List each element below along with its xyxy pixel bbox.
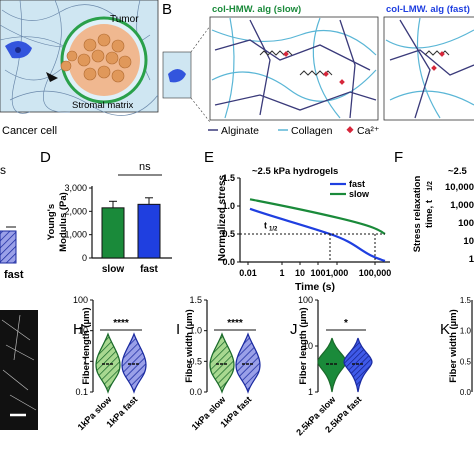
violin-ytick: 0.1 bbox=[75, 387, 88, 397]
legend-calcium: Ca²⁺ bbox=[357, 125, 380, 137]
violin-h-1 bbox=[121, 332, 147, 394]
f-ytick: 100 bbox=[458, 218, 474, 229]
panel-k-letter: K bbox=[440, 321, 450, 338]
e-ytick: 1.0 bbox=[222, 201, 235, 211]
e-ytick: 0.0 bbox=[222, 257, 235, 267]
svg-text:fast: fast bbox=[4, 269, 24, 281]
e-xtick: 100,000 bbox=[359, 268, 392, 278]
violin-j-0 bbox=[317, 337, 347, 393]
d-bar-slow bbox=[101, 207, 125, 259]
violin-ytick: 1.5 bbox=[189, 295, 202, 305]
panel-b-right-title: col-LMW. alg (fast) bbox=[386, 4, 470, 15]
k-ytick: 1.5 bbox=[460, 296, 472, 305]
svg-text:~2.5: ~2.5 bbox=[448, 166, 467, 177]
f-ytick: 10 bbox=[463, 236, 474, 247]
violin-ytick: 100 bbox=[73, 295, 88, 305]
svg-text:1/2: 1/2 bbox=[269, 227, 278, 233]
d-ytick: 1,000 bbox=[64, 230, 87, 240]
d-xtick: slow bbox=[102, 264, 124, 275]
e-ytick: 0.5 bbox=[222, 229, 235, 239]
violin-ytick: 10 bbox=[78, 326, 88, 336]
d-xtick: fast bbox=[140, 264, 158, 275]
k-ytick: 1.0 bbox=[460, 327, 472, 336]
e-xtick: 0.01 bbox=[239, 268, 257, 278]
e-ytick: 1.5 bbox=[222, 173, 235, 183]
f-ytick: 1 bbox=[469, 254, 474, 265]
violin-ytick: 10 bbox=[303, 341, 313, 351]
svg-text:Normalized stress: Normalized stress bbox=[217, 174, 228, 261]
panel-e: E ~2.5 kPa hydrogels Normalized stress T… bbox=[204, 149, 391, 293]
micrograph bbox=[0, 310, 38, 430]
tumor-label: Tumor bbox=[110, 14, 139, 25]
panel-i-letter: I bbox=[176, 321, 180, 338]
d-ytick: 2,000 bbox=[64, 206, 87, 216]
panel-d-letter: D bbox=[40, 149, 51, 166]
violin-ytick: 0.0 bbox=[189, 387, 202, 397]
violin-ytick: 0.5 bbox=[189, 356, 202, 366]
f-ytick: 1,000 bbox=[450, 200, 474, 211]
panel-c: s fast bbox=[0, 163, 24, 281]
e-xtick: 1 bbox=[279, 268, 284, 278]
panel-h-letter: H bbox=[73, 321, 84, 338]
f-ytick: 10,000 bbox=[445, 182, 474, 193]
panel-b-letter: B bbox=[162, 1, 172, 18]
panel-h-ylabel: Fiber length (µm) bbox=[81, 307, 92, 384]
panel-f: F ~2.5 Stress relaxation time, t 1/2 10,… bbox=[394, 149, 474, 265]
panel-c-ns: s bbox=[0, 163, 6, 177]
panel-k-ylabel: Fiber width (µm) bbox=[448, 309, 459, 383]
svg-text:Time (s): Time (s) bbox=[295, 281, 335, 293]
panel-j-ylabel: Fiber length (µm) bbox=[298, 307, 309, 384]
panel-a: Tumor Stromal matrix bbox=[0, 0, 159, 116]
violin-ytick: 100 bbox=[298, 295, 313, 305]
k-ytick: 0.0 bbox=[460, 388, 472, 397]
svg-text:Stress relaxation: Stress relaxation bbox=[412, 176, 423, 253]
e-xtick: 1,000 bbox=[326, 268, 349, 278]
panel-j-letter: J bbox=[290, 321, 298, 338]
panel-b-left-title: col-HMW. alg (slow) bbox=[212, 4, 301, 15]
violin-ytick: 1 bbox=[83, 356, 88, 366]
sig-marker: * bbox=[344, 318, 348, 329]
d-ytick: 0 bbox=[82, 253, 87, 263]
arrowhead-icon bbox=[46, 72, 58, 82]
panel-i-ylabel: Fiber width (µm) bbox=[184, 309, 195, 383]
sig-marker: **** bbox=[113, 318, 129, 329]
panel-e-letter: E bbox=[204, 149, 214, 166]
svg-text:Modulus (Pa): Modulus (Pa) bbox=[58, 192, 69, 252]
svg-text:t: t bbox=[264, 220, 267, 230]
k-ytick: 0.5 bbox=[460, 357, 472, 366]
cancer-cell-label: Cancer cell bbox=[2, 125, 57, 137]
stroma-label: Stromal matrix bbox=[72, 100, 133, 111]
e-legend-slow: slow bbox=[349, 189, 370, 199]
svg-text:1/2: 1/2 bbox=[427, 181, 434, 191]
hmw-network bbox=[209, 16, 379, 121]
d-bar-fast bbox=[137, 203, 161, 259]
violin-j-1 bbox=[343, 337, 373, 393]
fast-curve bbox=[249, 207, 386, 262]
violin-h-0 bbox=[95, 332, 121, 394]
legend-alginate: Alginate bbox=[221, 125, 259, 137]
violin-ytick: 1.0 bbox=[189, 326, 202, 336]
panel-b: B col-HMW. alg (slow) col-LMW. alg (fast… bbox=[162, 1, 474, 137]
e-xtick: 10 bbox=[295, 268, 305, 278]
violin-i-0 bbox=[209, 332, 235, 394]
e-xtick: 100 bbox=[310, 268, 325, 278]
svg-text:Young's: Young's bbox=[46, 204, 57, 240]
sig-marker: **** bbox=[227, 318, 243, 329]
e-legend-fast: fast bbox=[349, 179, 365, 189]
panel-e-title: ~2.5 kPa hydrogels bbox=[252, 166, 338, 177]
violin-ytick: 1 bbox=[308, 387, 313, 397]
svg-text:time, t: time, t bbox=[424, 199, 435, 228]
violin-i-1 bbox=[235, 332, 261, 394]
legend-collagen: Collagen bbox=[291, 125, 333, 137]
slow-curve bbox=[249, 198, 386, 235]
d-ytick: 3,000 bbox=[64, 183, 87, 193]
panel-f-letter: F bbox=[394, 149, 403, 166]
panel-d-ns: ns bbox=[139, 161, 151, 173]
panel-d: D Young's Modulus (Pa) 0 1,000 2,000 3,000 s… bbox=[40, 149, 172, 275]
